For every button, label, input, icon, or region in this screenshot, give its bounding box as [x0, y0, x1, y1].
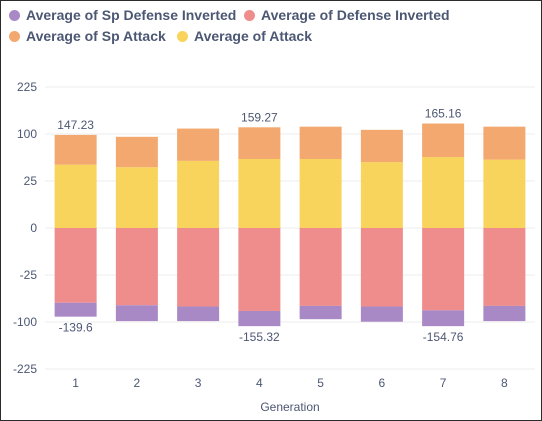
legend: Average of Sp Defense Inverted Average o…: [1, 1, 541, 51]
bar-segment: [54, 164, 97, 228]
bar-segment: [177, 228, 220, 307]
data-label: -155.32: [239, 330, 280, 344]
x-tick-label: 5: [317, 376, 324, 390]
y-tick-label: 225: [17, 80, 37, 94]
legend-swatch: [244, 9, 255, 21]
bar-segment: [483, 159, 526, 228]
legend-label: Average of Defense Inverted: [261, 7, 450, 23]
bar-segment: [54, 228, 97, 303]
bar-segment: [115, 136, 158, 168]
legend-item-sp-defense-inverted[interactable]: Average of Sp Defense Inverted: [9, 7, 236, 23]
bar-segment: [483, 126, 526, 160]
bar-segment: [360, 306, 403, 322]
bar-segment: [483, 305, 526, 322]
bar-segment: [238, 127, 281, 159]
data-label: 147.23: [57, 118, 94, 132]
bar-segment: [299, 228, 342, 306]
bar-segment: [238, 158, 281, 228]
data-label: -139.6: [59, 321, 93, 335]
y-tick-label: -225: [13, 362, 37, 376]
x-axis-title: Generation: [260, 400, 319, 414]
y-tick-label: 100: [17, 127, 37, 141]
bar-segment: [238, 310, 281, 327]
x-tick-label: 4: [256, 376, 263, 390]
bar-segment: [360, 129, 403, 163]
legend-swatch: [9, 30, 20, 42]
bar-segment: [177, 160, 220, 228]
x-tick-label: 8: [501, 376, 508, 390]
bar-segment: [483, 228, 526, 306]
bar-segment: [422, 157, 465, 228]
legend-item-sp-attack[interactable]: Average of Sp Attack: [9, 28, 166, 44]
y-tick-label: 25: [24, 174, 38, 188]
bar-segment: [360, 228, 403, 307]
legend-item-attack[interactable]: Average of Attack: [177, 28, 312, 44]
legend-label: Average of Sp Defense Inverted: [26, 7, 237, 23]
bar-segment: [238, 228, 281, 311]
bar-segment: [115, 167, 158, 228]
bar-segment: [115, 305, 158, 322]
x-tick-label: 3: [195, 376, 202, 390]
bar-segment: [54, 134, 97, 165]
y-tick-label: -25: [20, 268, 38, 282]
legend-swatch: [9, 9, 20, 21]
x-tick-label: 1: [72, 376, 79, 390]
y-tick-label: -100: [13, 315, 37, 329]
bar-segment: [177, 306, 220, 322]
legend-label: Average of Attack: [194, 28, 313, 44]
x-tick-label: 2: [134, 376, 141, 390]
bar-segment: [422, 310, 465, 327]
legend-label: Average of Sp Attack: [26, 28, 166, 44]
data-label: 159.27: [241, 110, 278, 124]
legend-swatch: [177, 30, 188, 42]
x-tick-label: 6: [379, 376, 386, 390]
data-label: 165.16: [425, 107, 462, 121]
bar-segment: [422, 228, 465, 311]
x-tick-label: 7: [440, 376, 447, 390]
bar-segment: [115, 228, 158, 306]
bar-segment: [299, 305, 342, 320]
bar-segment: [299, 126, 342, 159]
data-label: -154.76: [423, 330, 464, 344]
legend-item-defense-inverted[interactable]: Average of Defense Inverted: [244, 7, 450, 23]
bar-segment: [177, 128, 220, 161]
bar-segment: [422, 123, 465, 158]
bar-segment: [299, 158, 342, 228]
bar-segment: [360, 162, 403, 228]
bar-segment: [54, 302, 97, 317]
y-tick-label: 0: [30, 221, 37, 235]
